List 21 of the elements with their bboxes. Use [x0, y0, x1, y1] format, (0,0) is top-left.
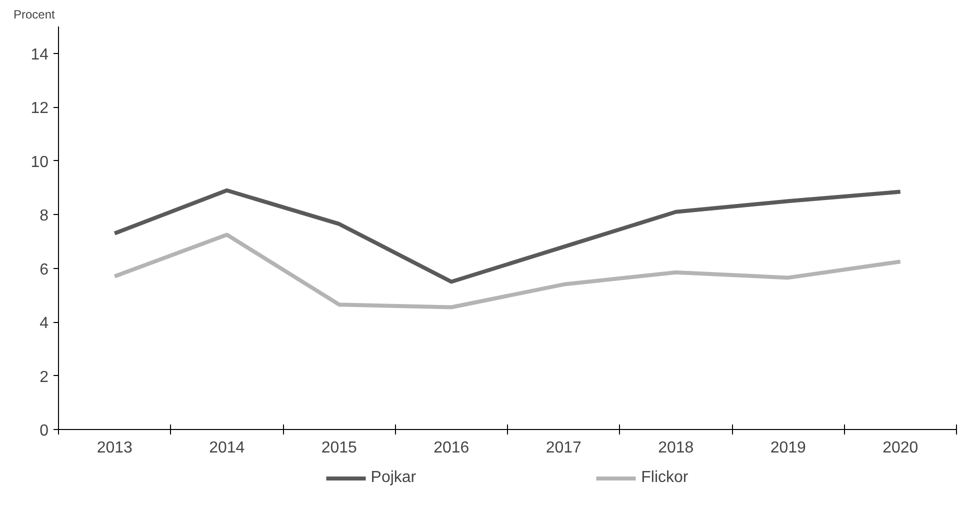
legend-label: Flickor [641, 468, 688, 486]
y-tick-label: 6 [40, 261, 49, 278]
x-tick-label: 2015 [321, 440, 358, 456]
x-tick-label: 2014 [209, 440, 245, 456]
legend-label: Pojkar [370, 468, 416, 486]
x-tick-label: 2017 [546, 440, 582, 456]
y-tick-label: 14 [30, 46, 49, 64]
y-axis-title: Procent [14, 8, 56, 22]
y-tick-label: 8 [40, 208, 49, 225]
x-tick-label: 2019 [770, 440, 806, 456]
x-tick-label: 2013 [96, 440, 133, 456]
line-series [112, 188, 902, 284]
x-tick-label: 2018 [658, 440, 694, 456]
line-series [112, 232, 902, 310]
y-tick-label: 0 [40, 422, 49, 440]
x-tick-label: 2016 [434, 440, 470, 456]
y-tick-label: 4 [40, 315, 49, 332]
y-tick-label: 10 [30, 154, 49, 171]
y-tick-label: 12 [30, 100, 49, 118]
x-tick-label: 2020 [882, 440, 918, 456]
y-tick-label: 2 [40, 368, 49, 386]
